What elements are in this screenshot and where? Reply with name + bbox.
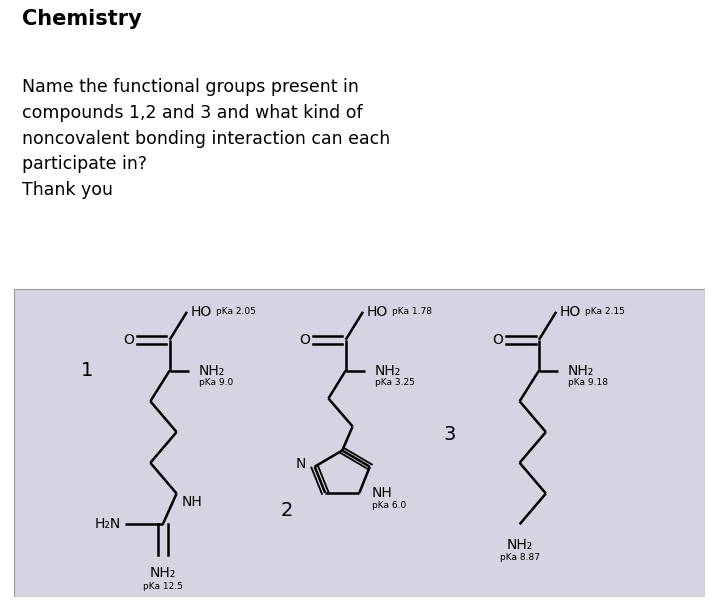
Text: 3: 3 — [443, 425, 455, 444]
Text: NH₂: NH₂ — [568, 364, 594, 377]
Text: HO: HO — [559, 305, 581, 319]
Text: pKa 1.78: pKa 1.78 — [392, 308, 432, 317]
Text: HO: HO — [367, 305, 388, 319]
Text: pKa 12.5: pKa 12.5 — [143, 582, 183, 591]
Text: NH₂: NH₂ — [506, 538, 533, 552]
Text: pKa 9.18: pKa 9.18 — [568, 378, 608, 387]
FancyBboxPatch shape — [14, 289, 705, 597]
Text: 2: 2 — [281, 501, 293, 520]
Text: NH: NH — [182, 495, 203, 509]
Text: O: O — [299, 333, 310, 347]
Text: H₂N: H₂N — [95, 517, 122, 531]
Text: HO: HO — [191, 305, 211, 319]
Text: NH₂: NH₂ — [150, 566, 176, 580]
Text: O: O — [492, 333, 503, 347]
Text: 1: 1 — [81, 361, 93, 380]
Text: NH: NH — [372, 486, 393, 500]
Text: Chemistry: Chemistry — [22, 8, 142, 29]
Text: pKa 9.0: pKa 9.0 — [198, 378, 233, 387]
Text: O: O — [123, 333, 134, 347]
Text: pKa 2.15: pKa 2.15 — [585, 308, 625, 317]
Text: NH₂: NH₂ — [375, 364, 401, 377]
Text: NH₂: NH₂ — [198, 364, 225, 377]
Text: pKa 8.87: pKa 8.87 — [500, 554, 540, 563]
Text: pKa 2.05: pKa 2.05 — [216, 308, 256, 317]
Text: N: N — [296, 457, 306, 471]
Text: pKa 3.25: pKa 3.25 — [375, 378, 415, 387]
Text: Name the functional groups present in
compounds 1,2 and 3 and what kind of
nonco: Name the functional groups present in co… — [22, 78, 390, 199]
Text: pKa 6.0: pKa 6.0 — [372, 500, 406, 510]
